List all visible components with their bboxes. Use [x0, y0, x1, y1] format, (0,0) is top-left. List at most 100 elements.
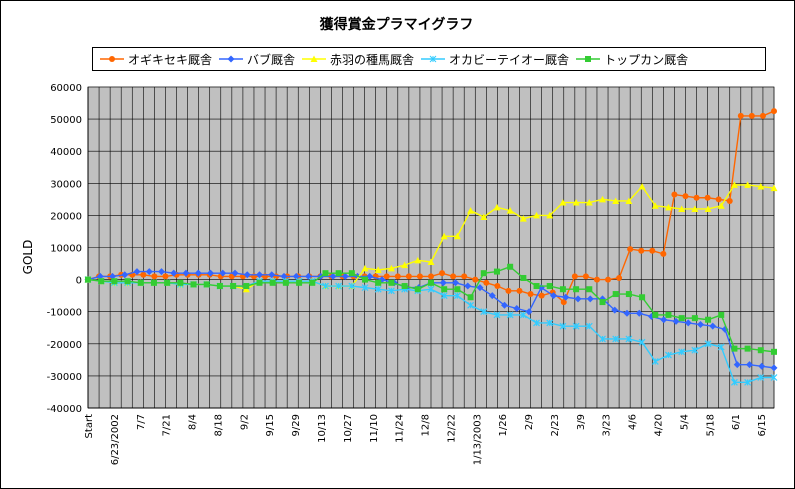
data-point — [453, 292, 461, 300]
data-point — [605, 276, 612, 283]
data-point — [684, 319, 692, 327]
data-point — [145, 268, 153, 276]
data-point — [133, 268, 141, 276]
data-point — [616, 274, 623, 281]
data-point — [635, 309, 643, 317]
data-point — [243, 283, 250, 290]
data-point — [593, 276, 600, 283]
data-point — [731, 345, 738, 352]
data-point — [387, 264, 395, 272]
data-point — [611, 306, 619, 314]
data-point — [638, 338, 646, 346]
data-point — [757, 347, 764, 354]
data-point — [440, 232, 448, 240]
data-point — [651, 202, 659, 209]
data-point — [671, 191, 678, 198]
data-point — [454, 286, 461, 293]
legend-item: バブ厩舎 — [218, 51, 295, 68]
data-point — [664, 203, 672, 211]
data-point — [585, 199, 593, 206]
data-point — [494, 283, 501, 290]
legend-label: 赤羽の種馬厩舎 — [330, 52, 415, 67]
data-point — [759, 112, 766, 119]
data-point — [493, 311, 501, 319]
data-point — [519, 311, 527, 319]
data-point — [519, 215, 527, 222]
data-point — [571, 273, 578, 280]
x-tick-label: 6/15 — [757, 414, 768, 436]
data-point — [375, 279, 382, 286]
data-point — [770, 374, 778, 381]
data-point — [124, 278, 131, 285]
data-point — [665, 351, 672, 359]
data-point — [612, 335, 620, 343]
data-point — [574, 295, 582, 303]
x-tick-label: 11/10 — [369, 414, 380, 443]
data-point — [533, 319, 540, 327]
data-point — [231, 269, 239, 277]
data-point — [533, 211, 541, 219]
x-tick-label: 2/9 — [524, 414, 535, 430]
x-tick-label: 6/1 — [731, 414, 742, 430]
data-point — [414, 286, 421, 293]
data-point — [757, 374, 765, 381]
data-point — [660, 316, 668, 324]
data-point — [467, 301, 475, 309]
data-point — [672, 317, 680, 325]
data-point — [559, 322, 567, 330]
data-point — [480, 308, 488, 316]
data-point — [501, 301, 508, 309]
data-point — [704, 340, 712, 348]
data-point — [207, 269, 214, 277]
legend-item: オギキセキ厩舎 — [99, 51, 212, 68]
data-point — [649, 247, 656, 254]
legend-marker — [227, 55, 235, 63]
x-tick-label: 9/29 — [291, 414, 302, 436]
data-point — [362, 276, 369, 283]
data-point — [440, 292, 448, 300]
legend-marker — [310, 55, 318, 62]
data-point — [638, 247, 645, 254]
data-point — [513, 304, 521, 312]
data-point — [394, 273, 401, 280]
data-point — [730, 378, 738, 386]
legend-item: オカビーテイオー厩舎 — [420, 51, 569, 68]
data-point — [599, 299, 606, 306]
y-tick-label: -40000 — [47, 404, 82, 415]
data-point — [150, 279, 157, 286]
x-tick-label: 9/2 — [239, 414, 250, 430]
data-point — [164, 279, 171, 286]
data-point — [697, 321, 704, 329]
x-tick-label: 7/7 — [136, 414, 147, 430]
x-tick-label: 5/4 — [679, 414, 690, 430]
data-point — [562, 293, 570, 301]
data-point — [269, 279, 276, 286]
data-point — [525, 308, 533, 316]
data-point — [717, 343, 725, 351]
data-point — [427, 285, 435, 293]
y-tick-label: 50000 — [50, 115, 82, 126]
legend-label: オカビーテイオー厩舎 — [449, 52, 570, 67]
data-point — [383, 273, 390, 280]
data-point — [480, 213, 488, 221]
data-point — [550, 292, 557, 300]
x-tick-label: 1/13/2003 — [472, 414, 483, 465]
data-point — [348, 282, 356, 290]
data-point — [256, 279, 263, 286]
data-point — [111, 278, 118, 285]
data-point — [638, 183, 646, 190]
data-point — [452, 279, 459, 287]
data-point — [757, 183, 765, 190]
data-point — [693, 194, 700, 201]
data-point — [219, 269, 227, 277]
data-point — [453, 232, 461, 240]
data-point — [705, 316, 712, 323]
data-point — [546, 319, 554, 327]
data-point — [586, 286, 593, 293]
y-tick-label: 30000 — [50, 179, 82, 190]
data-point — [665, 311, 672, 318]
data-point — [678, 348, 686, 356]
legend-swatch — [576, 56, 601, 62]
data-point — [560, 299, 567, 306]
